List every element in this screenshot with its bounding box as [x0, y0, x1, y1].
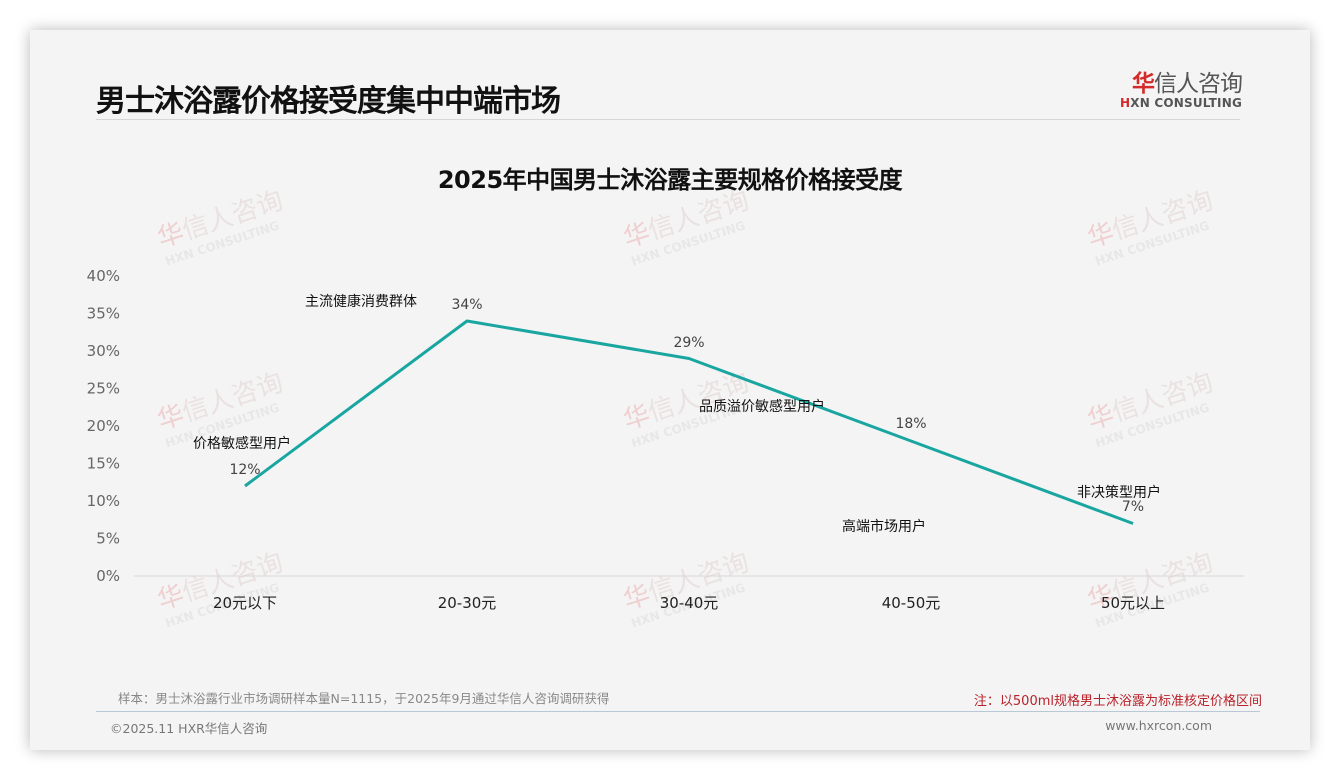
data-label: 12%	[229, 462, 260, 478]
y-tick-label: 35%	[87, 305, 120, 323]
segment-annotation: 品质溢价敏感型用户	[699, 398, 825, 415]
data-labels: 12% 34% 29% 18% 7%	[229, 297, 1144, 515]
y-tick-label: 10%	[87, 492, 120, 510]
y-tick-label: 25%	[87, 380, 120, 398]
y-tick-label: 5%	[96, 530, 120, 548]
footer-divider	[96, 711, 1260, 712]
title-divider	[96, 119, 1240, 120]
logo-cn: 华信人咨询	[1132, 71, 1243, 97]
source-note: 样本：男士沐浴露行业市场调研样本量N=1115，于2025年9月通过华信人咨询调…	[118, 691, 610, 706]
website-link[interactable]: www.hxrcon.com	[1105, 718, 1212, 733]
x-tick-label: 20-30元	[438, 594, 497, 612]
company-logo: 华信人咨询 HXN CONSULTING	[1110, 64, 1243, 110]
logo-en: HXN CONSULTING	[1120, 96, 1242, 110]
price-note: 注：以500ml规格男士沐浴露为标准核定价格区间	[973, 694, 1262, 709]
segment-annotation: 非决策型用户	[1077, 484, 1161, 501]
page-title: 男士沐浴露价格接受度集中中端市场	[96, 84, 561, 119]
line-chart: 0% 5% 10% 15% 20% 25% 30% 35% 40% 20元以下 20-30元 30-…	[87, 267, 1244, 612]
data-label: 18%	[895, 416, 926, 432]
chart-title: 2025年中国男士沐浴露主要规格价格接受度	[437, 166, 903, 194]
x-tick-label: 30-40元	[660, 594, 719, 612]
data-label: 34%	[451, 297, 482, 313]
data-label: 7%	[1122, 499, 1144, 515]
segment-annotation: 主流健康消费群体	[305, 293, 417, 310]
x-tick-label: 20元以下	[213, 594, 277, 612]
data-label: 29%	[673, 335, 704, 351]
y-tick-label: 0%	[96, 567, 120, 585]
y-tick-label: 40%	[87, 267, 120, 285]
series-line	[244, 319, 1134, 525]
y-tick-label: 30%	[87, 342, 120, 360]
segment-annotation: 价格敏感型用户	[193, 435, 291, 452]
y-axis: 0% 5% 10% 15% 20% 25% 30% 35% 40%	[87, 267, 120, 585]
x-tick-label: 50元以上	[1101, 594, 1165, 612]
x-axis: 20元以下 20-30元 30-40元 40-50元 50元以上	[213, 594, 1165, 612]
copyright: ©2025.11 HXR华信人咨询	[110, 721, 268, 736]
y-tick-label: 15%	[87, 455, 120, 473]
slide-card: 华信人咨询 HXN CONSULTING 华信人咨询 HXN CONSULTIN…	[30, 30, 1310, 750]
segment-annotation: 高端市场用户	[842, 518, 926, 535]
x-tick-label: 40-50元	[882, 594, 941, 612]
y-tick-label: 20%	[87, 417, 120, 435]
